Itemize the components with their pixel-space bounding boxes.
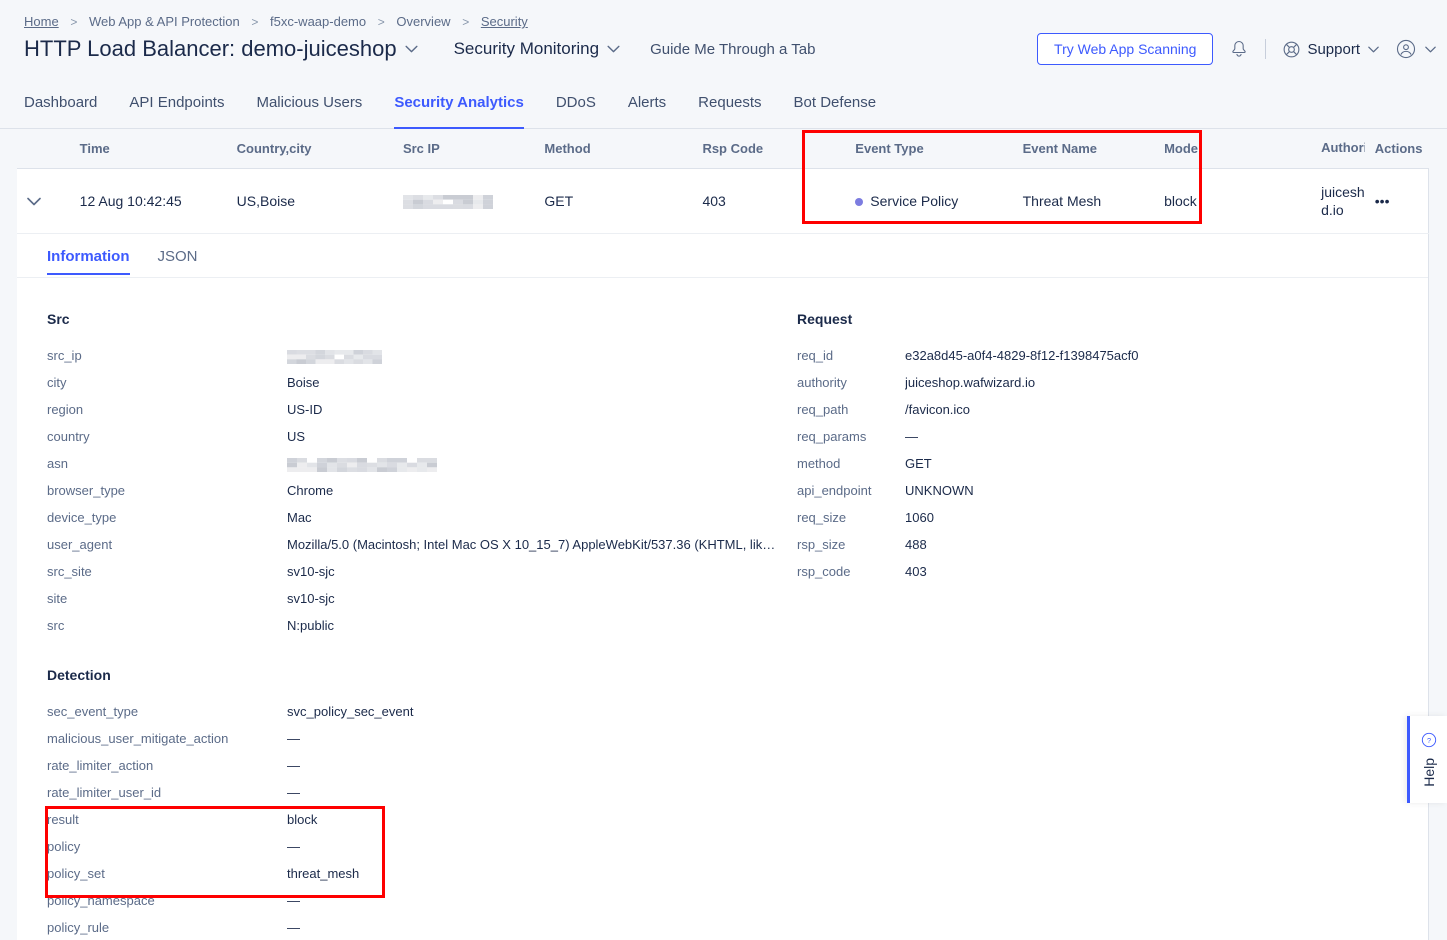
svg-text:?: ?	[1426, 736, 1430, 745]
